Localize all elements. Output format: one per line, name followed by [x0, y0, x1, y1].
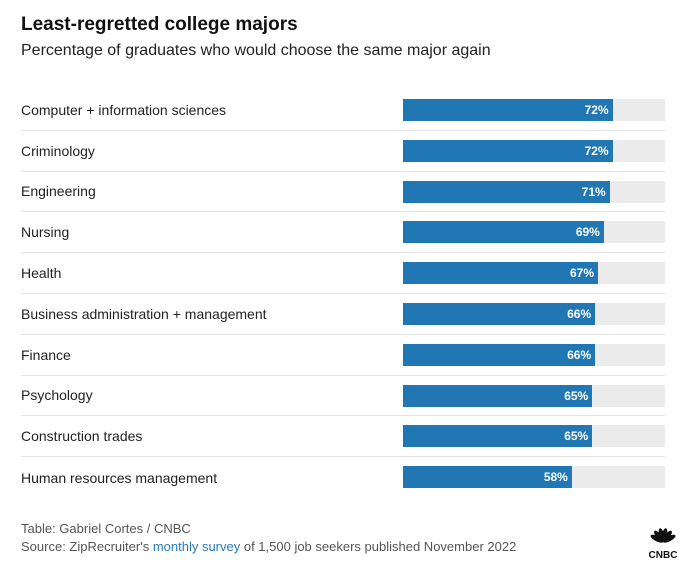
bar-track: 71%: [403, 180, 665, 203]
bar-track: 65%: [403, 425, 665, 448]
chart-subtitle: Percentage of graduates who would choose…: [21, 42, 491, 59]
bar-track: 69%: [403, 221, 665, 244]
bar-row: Human resources management 58%: [21, 457, 665, 498]
bar-row: Engineering 71%: [21, 172, 665, 213]
value-label: 65%: [564, 429, 589, 444]
bar-row: Construction trades 65%: [21, 416, 665, 458]
cnbc-wordmark: CNBC: [649, 550, 678, 560]
bar-track: 58%: [403, 466, 665, 489]
category-label: Business administration + management: [21, 305, 267, 322]
survey-link[interactable]: monthly survey: [152, 539, 241, 554]
bar-row: Criminology 72%: [21, 131, 665, 172]
value-label: 71%: [581, 184, 606, 199]
bar: 71%: [403, 180, 610, 203]
bar: 66%: [403, 343, 596, 366]
bar-row: Nursing 69%: [21, 212, 665, 254]
bar: 58%: [403, 466, 572, 489]
value-label: 72%: [584, 143, 609, 158]
category-label: Computer + information sciences: [21, 101, 227, 118]
category-label: Psychology: [21, 387, 93, 404]
value-label: 66%: [567, 347, 592, 362]
bar-row: Business administration + management 66%: [21, 294, 665, 335]
bar-track: 66%: [403, 302, 665, 325]
bar: 72%: [403, 139, 613, 162]
source-prefix: Source: ZipRecruiter's: [21, 539, 153, 554]
bar-track: 72%: [403, 139, 665, 162]
bar-track: 67%: [403, 262, 665, 285]
category-label: Nursing: [21, 224, 70, 241]
chart-title: Least-regretted college majors: [21, 14, 298, 35]
bar: 67%: [403, 262, 599, 285]
bar: 72%: [403, 99, 613, 121]
bar-chart: Computer + information sciences 72% Crimin…: [21, 90, 665, 498]
cnbc-peacock-icon: [650, 528, 676, 543]
value-label: 66%: [567, 306, 592, 321]
category-label: Engineering: [21, 183, 96, 200]
bar-track: 65%: [403, 384, 665, 407]
value-label: 69%: [575, 225, 600, 240]
bar: 66%: [403, 302, 596, 325]
category-label: Human resources management: [21, 469, 218, 486]
value-label: 65%: [564, 388, 589, 403]
category-label: Construction trades: [21, 428, 143, 445]
bar: 69%: [403, 221, 604, 244]
bar: 65%: [403, 425, 593, 448]
source-line: Source: ZipRecruiter's monthly survey of…: [21, 539, 516, 554]
bar-track: 66%: [403, 343, 665, 366]
bar-track: 72%: [403, 99, 665, 121]
category-label: Finance: [21, 346, 71, 363]
source-suffix: of 1,500 job seekers published November …: [240, 539, 517, 554]
bar: 65%: [403, 384, 593, 407]
value-label: 58%: [543, 470, 568, 485]
credit-line: Table: Gabriel Cortes / CNBC: [21, 521, 191, 536]
bar-row: Psychology 65%: [21, 376, 665, 417]
bar-row: Finance 66%: [21, 335, 665, 376]
value-label: 72%: [584, 103, 609, 117]
value-label: 67%: [570, 266, 595, 281]
bar-row: Health 67%: [21, 253, 665, 294]
category-label: Health: [21, 265, 62, 282]
category-label: Criminology: [21, 142, 95, 159]
bar-row: Computer + information sciences 72%: [21, 90, 665, 131]
cnbc-logo: CNBC: [649, 528, 678, 560]
